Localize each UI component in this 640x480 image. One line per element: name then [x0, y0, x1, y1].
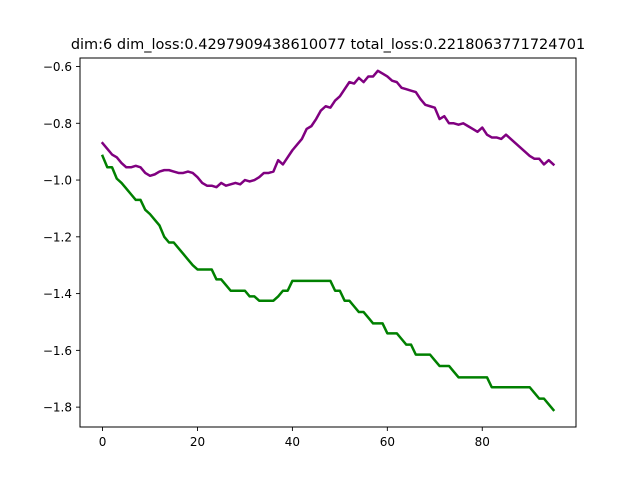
- x-tick-label: 80: [475, 435, 490, 449]
- y-tick-label: −0.8: [43, 117, 72, 131]
- y-tick-label: −1.2: [43, 230, 72, 244]
- series-line-2: [100, 154, 556, 412]
- x-axis: 0 20 40 60 80: [99, 427, 490, 449]
- x-tick-label: 20: [190, 435, 205, 449]
- y-tick-label: −1.0: [43, 174, 72, 188]
- y-tick-label: −1.8: [43, 401, 72, 415]
- y-tick-label: −0.6: [43, 60, 72, 74]
- series-line-1: [100, 69, 556, 189]
- y-axis: −1.8 −1.6 −1.4 −1.2 −1.0 −0.8 −0.6: [43, 60, 80, 415]
- y-tick-label: −1.6: [43, 344, 72, 358]
- plot-area-frame: [79, 57, 577, 428]
- chart-title: dim:6 dim_loss:0.4297909438610077 total_…: [71, 37, 585, 53]
- x-tick-label: 40: [285, 435, 300, 449]
- x-tick-label: 0: [99, 435, 107, 449]
- x-tick-label: 60: [380, 435, 395, 449]
- y-tick-label: −1.4: [43, 287, 72, 301]
- series-layer: [100, 69, 556, 412]
